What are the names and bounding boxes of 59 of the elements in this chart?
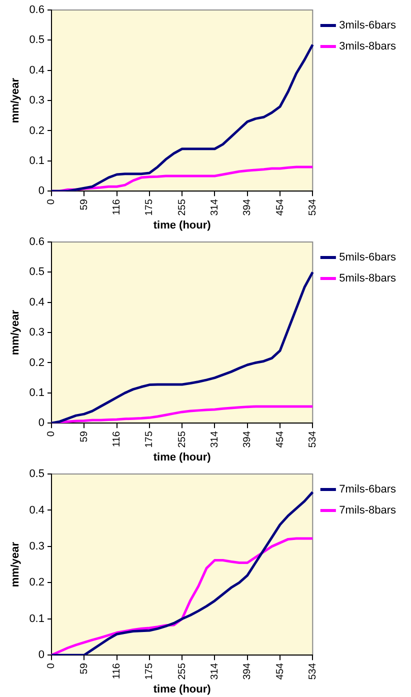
y-tick-label: 0.2 xyxy=(29,576,44,589)
x-tick-label: 175 xyxy=(144,198,156,216)
y-tick-label: 0.6 xyxy=(29,4,44,16)
legend-label: 3mils-6bars xyxy=(339,20,396,32)
x-tick-label: 116 xyxy=(112,662,123,680)
x-tick-label: 116 xyxy=(112,198,123,216)
x-tick-label: 116 xyxy=(112,430,123,448)
x-tick-label: 59 xyxy=(78,198,90,210)
y-tick-label: 0.5 xyxy=(29,34,44,46)
y-tick-label: 0.1 xyxy=(29,612,44,625)
x-tick-label: 0 xyxy=(46,198,58,205)
x-tick-label: 59 xyxy=(78,430,90,442)
x-tick-label: 0 xyxy=(46,430,58,437)
y-tick-label: 0.4 xyxy=(29,296,44,308)
x-tick-label: 534 xyxy=(307,198,318,216)
legend-label: 5mils-6bars xyxy=(339,252,396,264)
y-tick-label: 0.4 xyxy=(29,504,44,516)
y-tick-label: 0.5 xyxy=(29,266,44,278)
x-axis-title: time (hour) xyxy=(153,451,212,464)
x-tick-label: 314 xyxy=(209,662,220,680)
x-tick-label: 175 xyxy=(144,662,156,680)
x-tick-label: 255 xyxy=(176,198,188,216)
x-tick-label: 534 xyxy=(307,662,318,680)
x-tick-label: 59 xyxy=(78,662,90,674)
y-tick-label: 0.2 xyxy=(29,124,44,137)
y-tick-label: 0.6 xyxy=(29,236,44,248)
y-tick-label: 0.1 xyxy=(29,386,44,399)
x-axis-title: time (hour) xyxy=(153,683,212,696)
x-tick-label: 394 xyxy=(242,430,254,448)
x-tick-label: 394 xyxy=(242,198,254,216)
x-tick-label: 454 xyxy=(274,662,286,680)
y-axis-title: mm/year xyxy=(10,77,22,124)
x-tick-label: 255 xyxy=(176,662,188,680)
x-tick-label: 175 xyxy=(144,430,156,448)
y-axis-title: mm/year xyxy=(10,541,22,588)
x-axis-title: time (hour) xyxy=(153,219,212,232)
x-tick-label: 534 xyxy=(307,430,318,448)
y-axis-title: mm/year xyxy=(10,309,22,356)
legend-label: 3mils-8bars xyxy=(339,40,396,53)
x-tick-label: 314 xyxy=(209,198,220,216)
y-tick-label: 0.3 xyxy=(29,94,44,107)
y-tick-label: 0.5 xyxy=(29,468,44,480)
x-tick-label: 0 xyxy=(46,662,58,669)
x-tick-label: 255 xyxy=(176,430,188,448)
y-tick-label: 0.3 xyxy=(29,540,44,552)
y-tick-label: 0.4 xyxy=(29,64,44,76)
y-tick-label: 0.1 xyxy=(29,154,44,167)
y-tick-label: 0.2 xyxy=(29,356,44,369)
legend-label: 5mils-8bars xyxy=(339,272,396,285)
y-tick-label: 0 xyxy=(38,417,44,430)
x-tick-label: 454 xyxy=(274,198,286,216)
y-tick-label: 0.3 xyxy=(29,326,44,339)
x-tick-label: 454 xyxy=(274,430,286,448)
legend-label: 7mils-8bars xyxy=(339,504,396,517)
y-tick-label: 0 xyxy=(38,649,44,662)
x-tick-label: 394 xyxy=(242,662,254,680)
y-tick-label: 0 xyxy=(38,185,44,198)
x-tick-label: 314 xyxy=(209,430,220,448)
legend-label: 7mils-6bars xyxy=(339,484,396,496)
